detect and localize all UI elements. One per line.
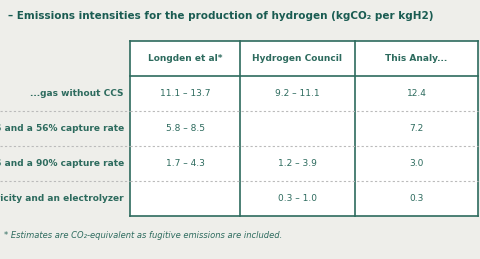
- Text: ...ole electricity and an electrolyzer: ...ole electricity and an electrolyzer: [0, 194, 124, 203]
- Text: 0.3: 0.3: [409, 194, 424, 203]
- Bar: [130, 41, 478, 216]
- Text: This Analy...: This Analy...: [385, 54, 448, 63]
- Text: ...gas with CCS and a 56% capture rate: ...gas with CCS and a 56% capture rate: [0, 124, 124, 133]
- Text: 0.3 – 1.0: 0.3 – 1.0: [278, 194, 317, 203]
- Text: 7.2: 7.2: [409, 124, 424, 133]
- Text: 11.1 – 13.7: 11.1 – 13.7: [160, 89, 210, 98]
- Text: 5.8 – 8.5: 5.8 – 8.5: [166, 124, 204, 133]
- Text: 1.7 – 4.3: 1.7 – 4.3: [166, 159, 204, 168]
- Text: * Estimates are CO₂-equivalent as fugitive emissions are included.: * Estimates are CO₂-equivalent as fugiti…: [4, 231, 282, 240]
- Text: Longden et al*: Longden et al*: [148, 54, 222, 63]
- Text: 1.2 – 3.9: 1.2 – 3.9: [278, 159, 317, 168]
- Text: ...gas without CCS: ...gas without CCS: [31, 89, 124, 98]
- Text: Hydrogen Council: Hydrogen Council: [252, 54, 343, 63]
- Text: ...gas with CCS and a 90% capture rate: ...gas with CCS and a 90% capture rate: [0, 159, 124, 168]
- Text: – Emissions intensities for the production of hydrogen (kgCO₂ per kgH2): – Emissions intensities for the producti…: [8, 11, 433, 21]
- Text: 12.4: 12.4: [407, 89, 426, 98]
- Text: 3.0: 3.0: [409, 159, 424, 168]
- Text: 9.2 – 11.1: 9.2 – 11.1: [275, 89, 320, 98]
- Bar: [0, 41, 128, 216]
